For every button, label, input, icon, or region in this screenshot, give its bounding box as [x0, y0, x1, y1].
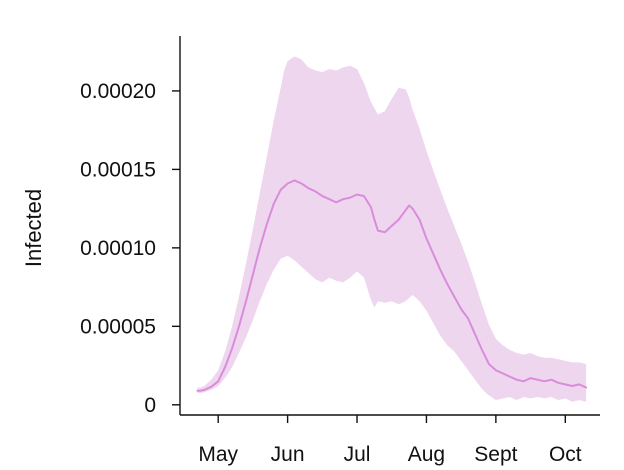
y-tick-label: 0.00015: [80, 158, 156, 181]
y-axis-ticks: 0 0.00005 0.00010 0.00015 0.00020: [80, 80, 180, 417]
x-tick-label: Aug: [408, 443, 445, 466]
plot-area: [196, 56, 588, 402]
x-tick-label: Jun: [271, 443, 305, 466]
x-tick-label: Sept: [474, 443, 517, 466]
y-tick-label: 0: [144, 394, 156, 417]
mean-line-0: [196, 179, 588, 392]
x-axis-ticks: May Jun Jul Aug Sept Oct: [198, 415, 582, 466]
confidence-band-0: [197, 56, 587, 402]
x-tick-label: Jul: [344, 443, 371, 466]
y-axis-title: Infected: [21, 189, 46, 267]
y-tick-label: 0.00010: [80, 237, 156, 260]
y-tick-label: 0.00005: [80, 315, 156, 338]
x-tick-label: May: [198, 443, 238, 466]
y-tick-label: 0.00020: [80, 80, 156, 103]
x-tick-label: Oct: [549, 443, 582, 466]
